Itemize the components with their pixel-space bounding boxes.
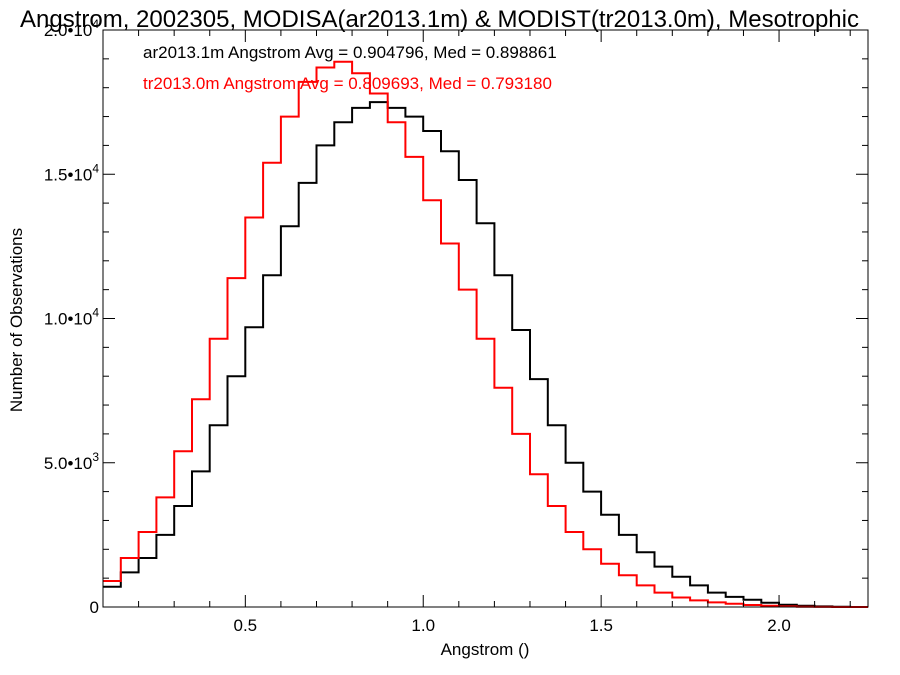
y-tick-label: 1.5•104: [44, 161, 100, 184]
x-tick-label: 1.5: [589, 616, 613, 635]
plot-frame: [102, 29, 869, 608]
y-tick-label: 2.0•104: [44, 17, 100, 40]
x-tick-label: 0.5: [234, 616, 258, 635]
series-line-tr2013.0m: [103, 60, 868, 608]
legend-entry-tr2013: tr2013.0m Angstrom Avg = 0.809693, Med =…: [143, 74, 552, 93]
x-tick-label: 1.0: [411, 616, 435, 635]
y-tick-label: 5.0•103: [44, 450, 100, 473]
y-tick-label: 1.0•104: [44, 306, 100, 329]
y-tick-label: 0: [90, 598, 99, 617]
chart-title: Angstrom, 2002305, MODISA(ar2013.1m) & M…: [20, 6, 859, 33]
legend-entry-ar2013: ar2013.1m Angstrom Avg = 0.904796, Med =…: [143, 43, 557, 62]
x-axis-label: Angstrom (): [441, 640, 530, 659]
x-tick-label: 2.0: [767, 616, 791, 635]
series-line-ar2013.1m: [103, 101, 868, 608]
y-axis-label: Number of Observations: [7, 228, 26, 412]
